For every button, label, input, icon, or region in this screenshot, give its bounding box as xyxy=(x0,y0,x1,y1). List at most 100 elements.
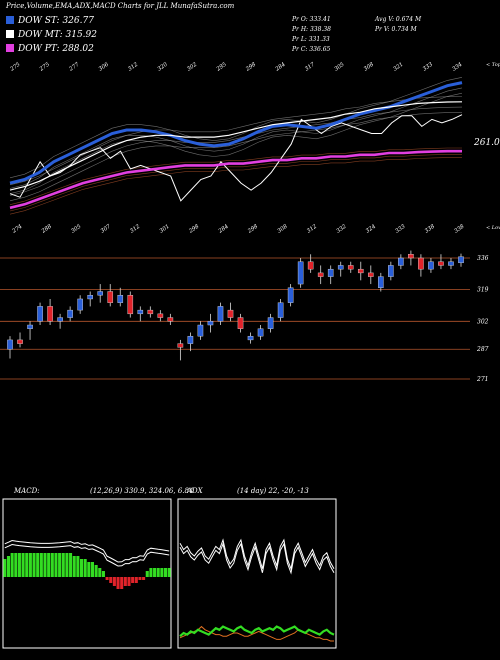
candle-down xyxy=(227,309,234,318)
macd-histogram-bar xyxy=(163,568,168,577)
macd-histogram-bar xyxy=(39,553,43,577)
macd-histogram-bar xyxy=(72,556,76,577)
candle-down xyxy=(307,261,314,270)
macd-histogram-bar xyxy=(21,553,25,577)
ema-bottom-tick-label: 307 xyxy=(100,223,112,234)
ema-band-line xyxy=(9,112,463,202)
macd-histogram-bar xyxy=(123,577,127,586)
ema-bottom-tick-label: 308 xyxy=(277,223,289,234)
candle-down xyxy=(317,272,324,277)
ema-top-tick-label: 275 xyxy=(38,61,51,73)
candle-up xyxy=(117,295,124,303)
adx-panel xyxy=(177,498,337,649)
price-axis-label: 319 xyxy=(477,287,489,294)
candle-down xyxy=(438,261,444,266)
macd-histogram-bar xyxy=(61,553,65,577)
stat-avg-volume: Avg V: 0.674 M xyxy=(375,16,422,23)
macd-values: (12,26,9) 330.9, 324.06, 6.84 xyxy=(90,487,194,495)
candle-up xyxy=(287,287,294,303)
macd-histogram-bar xyxy=(138,577,142,580)
legend-dow-pt: DOW PT: 288.02 xyxy=(6,44,94,54)
candle-down xyxy=(47,306,53,322)
macd-histogram-bar xyxy=(90,562,95,577)
adx-plus-di-line xyxy=(179,625,335,638)
ema-bottom-tick-label: 333 xyxy=(394,223,406,234)
macd-histogram-bar xyxy=(127,577,131,586)
candle-down xyxy=(127,295,134,315)
ema-bottom-tick-label: 288 xyxy=(40,223,53,235)
candle-up xyxy=(297,261,304,285)
ema-value-label: 261.08 xyxy=(473,138,500,148)
macd-histogram-bar xyxy=(83,559,87,577)
macd-histogram-bar xyxy=(98,568,102,577)
candle-up xyxy=(57,317,63,322)
macd-signal-line xyxy=(4,543,170,567)
candle-up xyxy=(398,257,404,266)
candle-up xyxy=(458,256,464,264)
ema-bottom-tick-label: 301 xyxy=(159,224,171,235)
adx-frame xyxy=(177,498,337,649)
ema-bottom-tick-label: 284 xyxy=(217,223,230,235)
macd-histogram-bar xyxy=(167,568,171,577)
candle-up xyxy=(388,265,394,277)
candle-down xyxy=(177,343,184,348)
macd-panel xyxy=(2,498,172,649)
ema-top-tick-label: 284 xyxy=(274,61,287,73)
ema-top-tick-label: 317 xyxy=(304,61,316,72)
ema-band-line xyxy=(9,157,462,215)
candle-down xyxy=(157,313,164,318)
macd-histogram-bar xyxy=(69,553,73,577)
candle-up xyxy=(207,321,214,326)
macd-histogram-bar xyxy=(112,577,116,586)
ema-top-tick-label: 308 xyxy=(363,61,375,72)
candle-up xyxy=(87,295,93,300)
macd-histogram-bar xyxy=(65,553,69,577)
price-axis-label: 271 xyxy=(476,376,488,383)
candle-up xyxy=(197,324,204,337)
ema-bottom-tick-label: 332 xyxy=(336,223,348,234)
macd-histogram-bar xyxy=(105,577,109,580)
ema-top-tick-label: 334 xyxy=(451,61,463,72)
candle-down xyxy=(237,317,244,329)
macd-histogram-bar xyxy=(120,577,124,589)
ema-bottom-tick-label: 298 xyxy=(187,223,200,235)
legend-label-mt: DOW MT: 315.92 xyxy=(18,30,97,40)
macd-histogram-bar xyxy=(28,553,32,577)
candle-up xyxy=(217,306,224,322)
page-title: Price,Volume,EMA,ADX,MACD Charts for JLL… xyxy=(6,2,235,10)
macd-histogram-bar xyxy=(58,553,62,577)
stat-open: Pr O: 333.41 xyxy=(292,16,331,23)
macd-histogram-bar xyxy=(76,556,80,577)
legend-dow-st: DOW ST: 326.77 xyxy=(6,16,94,26)
ema-line-dow-mt xyxy=(9,101,463,191)
candle-up xyxy=(448,261,454,266)
ema-bottom-tick-label: 324 xyxy=(365,223,377,234)
ema-top-tick-label: 277 xyxy=(68,61,81,73)
ema-bottom-corner-label: < Lowes xyxy=(486,225,500,231)
ema-top-tick-label: 333 xyxy=(422,61,434,72)
macd-histogram-bar xyxy=(94,565,98,577)
candle-up xyxy=(137,309,144,315)
candle-down xyxy=(347,265,354,270)
candle-up xyxy=(77,298,83,311)
candle-down xyxy=(167,317,174,322)
candle-down xyxy=(418,257,424,270)
macd-histogram-bar xyxy=(109,577,113,583)
candle-up xyxy=(187,335,194,344)
adx-values: (14 day) 22, -20, -13 xyxy=(237,487,309,495)
candle-up xyxy=(7,339,13,350)
ema-top-tick-label: 306 xyxy=(98,61,110,72)
macd-histogram-bar xyxy=(3,559,7,577)
ema-bottom-tick-label: 274 xyxy=(11,223,24,235)
adx-minus-di-line xyxy=(179,625,334,642)
ema-top-tick-label: 295 xyxy=(215,61,228,73)
candle-down xyxy=(147,309,154,315)
candle-up xyxy=(67,309,73,318)
ema-bottom-tick-label: 312 xyxy=(306,223,318,234)
stat-high: Pr H: 338.38 xyxy=(292,26,331,33)
macd-histogram-bar xyxy=(47,553,51,577)
macd-histogram-bar xyxy=(87,562,91,577)
macd-histogram-bar xyxy=(142,577,146,580)
candle-up xyxy=(267,317,274,329)
